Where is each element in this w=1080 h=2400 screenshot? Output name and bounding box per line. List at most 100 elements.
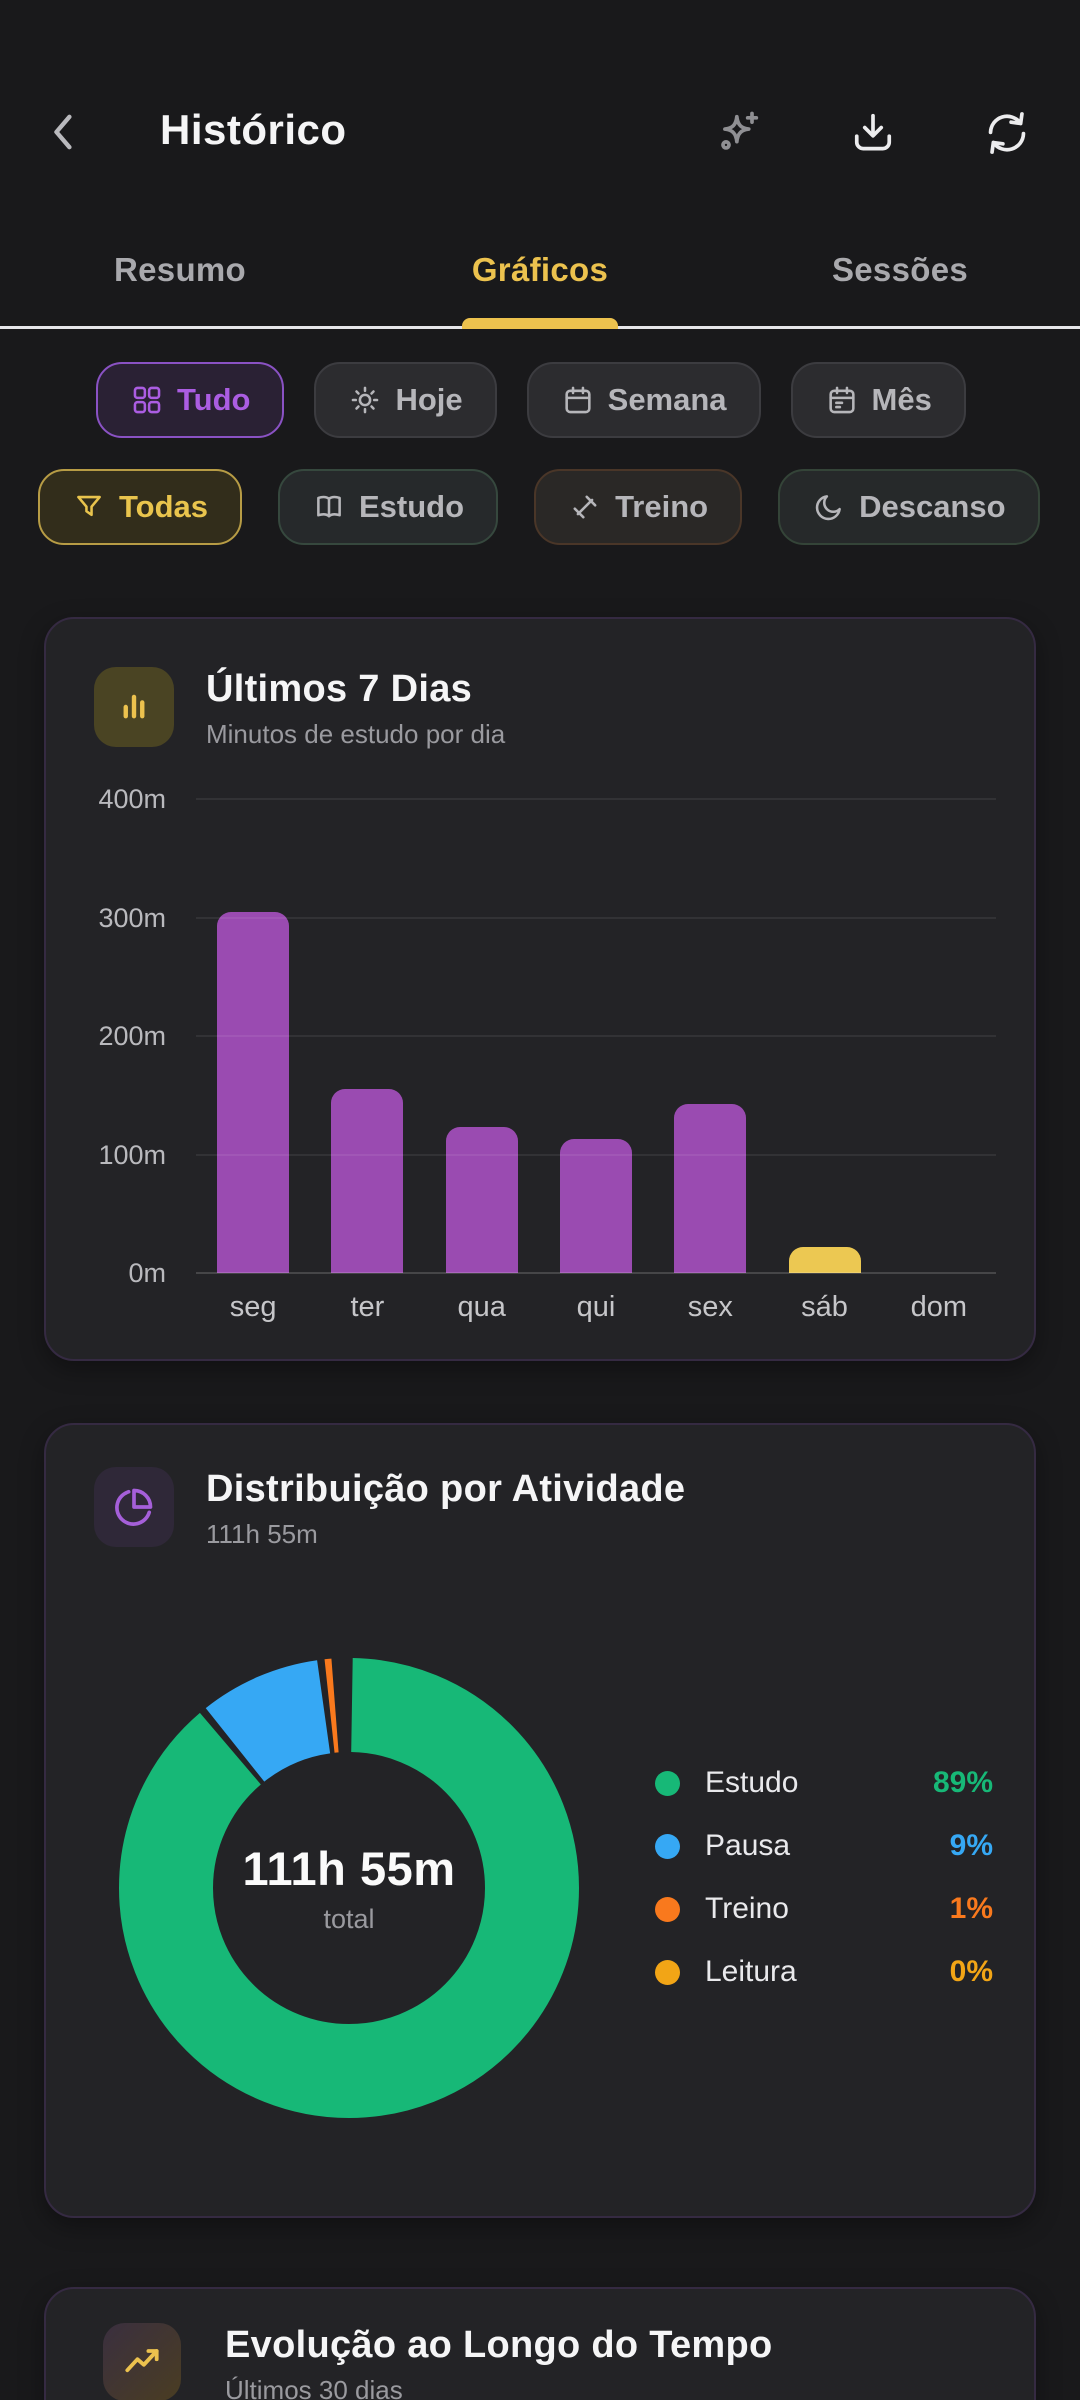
chip-hoje[interactable]: Hoje xyxy=(314,362,497,438)
x-tick-label: dom xyxy=(910,1291,968,1323)
bar-ter xyxy=(331,1089,404,1273)
chip-label: Mês xyxy=(871,382,932,417)
legend-row-estudo: Estudo 89% xyxy=(655,1761,993,1805)
x-tick-label: qua xyxy=(457,1291,506,1323)
legend-dot xyxy=(655,1896,680,1922)
legend-row-pausa: Pausa 9% xyxy=(655,1824,993,1868)
chip-treino[interactable]: Treino xyxy=(534,469,743,545)
bar-qui xyxy=(559,1139,632,1273)
tab-label: Gráficos xyxy=(471,251,609,288)
y-tick-label: 200m xyxy=(98,1021,166,1051)
refresh-button[interactable] xyxy=(976,102,1038,164)
donut-chart: 111h 55m total xyxy=(119,1658,579,2118)
book-icon xyxy=(317,495,341,518)
card-last-7-days: Últimos 7 Dias Minutos de estudo por dia… xyxy=(44,617,1036,1361)
y-tick-label: 300m xyxy=(98,902,166,933)
chip-estudo[interactable]: Estudo xyxy=(278,469,499,545)
bar-chart-icon xyxy=(94,667,174,747)
bar-slot-qui xyxy=(539,799,653,1273)
card-subtitle: Minutos de estudo por dia xyxy=(206,719,506,749)
chip-label: Hoje xyxy=(395,382,463,417)
gridline xyxy=(196,798,996,800)
download-icon xyxy=(854,113,892,151)
card-title: Evolução ao Longo do Tempo xyxy=(225,2324,773,2366)
legend-row-treino: Treino 1% xyxy=(655,1887,993,1931)
calendar-month-icon xyxy=(828,386,855,414)
y-tick-label: 100m xyxy=(98,1139,166,1170)
y-tick-label: 0m xyxy=(128,1258,166,1288)
back-button[interactable] xyxy=(34,102,94,162)
donut-slice-estudo xyxy=(119,1658,579,2118)
legend-label: Leitura xyxy=(705,1955,797,1988)
legend-label: Estudo xyxy=(705,1766,799,1799)
page-title: Histórico xyxy=(160,106,347,153)
chip-label: Treino xyxy=(615,489,709,524)
card-activity-distribution: Distribuição por Atividade 111h 55m 111h… xyxy=(44,1423,1036,2218)
filter-row-activities: Todas Estudo Treino Descanso xyxy=(38,469,1080,545)
grid-icon xyxy=(133,386,161,414)
y-tick-label: 400m xyxy=(98,784,166,814)
donut-total-value: 111h 55m xyxy=(242,1842,456,1895)
ai-sparkles-button[interactable] xyxy=(708,102,770,164)
legend-dot xyxy=(655,1770,680,1796)
filter-row-periods: Tudo Hoje Semana Mês xyxy=(96,362,1080,438)
bar-plot xyxy=(196,798,996,1274)
tab-sessões[interactable]: Sessões xyxy=(720,214,1080,326)
legend-value: 1% xyxy=(949,1892,993,1925)
donut-total-label: total xyxy=(323,1904,375,1934)
legend-label: Pausa xyxy=(705,1829,791,1862)
tab-resumo[interactable]: Resumo xyxy=(0,214,360,326)
legend-row-leitura: Leitura 0% xyxy=(655,1950,993,1994)
x-axis: seg ter qua qui sex sáb dom xyxy=(196,1291,996,1324)
chip-semana[interactable]: Semana xyxy=(526,362,761,438)
chip-label: Tudo xyxy=(177,382,251,417)
bar-slot-ter xyxy=(310,799,424,1273)
x-tick-label: sex xyxy=(687,1291,733,1323)
chevron-left-icon xyxy=(54,114,72,150)
bar-slot-qua xyxy=(425,799,539,1273)
card-subtitle: Últimos 30 dias xyxy=(225,2375,403,2400)
app-header: Histórico xyxy=(0,0,1080,214)
card-evolution: Evolução ao Longo do Tempo Últimos 30 di… xyxy=(44,2287,1036,2400)
bar-slot-sáb xyxy=(767,799,881,1273)
chip-label: Semana xyxy=(607,382,727,417)
chip-mês[interactable]: Mês xyxy=(790,362,966,438)
x-tick-label: ter xyxy=(350,1291,385,1323)
donut-center: 111h 55m total xyxy=(119,1658,579,2118)
funnel-icon xyxy=(77,495,101,517)
card-title: Últimos 7 Dias xyxy=(206,668,473,710)
gridline xyxy=(196,1035,996,1037)
card-title: Distribuição por Atividade xyxy=(206,1468,686,1510)
chip-descanso[interactable]: Descanso xyxy=(778,469,1040,545)
bar-sex xyxy=(674,1103,747,1273)
card-subtitle: 111h 55m xyxy=(206,1519,318,1549)
chip-label: Descanso xyxy=(859,489,1006,524)
download-button[interactable] xyxy=(842,102,904,164)
bar-sáb xyxy=(788,1246,861,1273)
trending-up-icon xyxy=(103,2323,181,2400)
gridline xyxy=(196,1272,996,1274)
legend-value: 89% xyxy=(932,1766,993,1799)
bar-qua xyxy=(445,1127,518,1273)
bar-slot-seg xyxy=(196,799,310,1273)
header-actions xyxy=(708,102,1038,164)
legend-dot xyxy=(655,1833,680,1859)
legend-value: 0% xyxy=(949,1955,993,1988)
calendar-icon xyxy=(565,386,591,414)
chip-label: Estudo xyxy=(359,489,465,524)
y-axis: 400m 300m 200m 100m 0m xyxy=(46,784,166,1288)
gridline xyxy=(196,1153,996,1156)
tab-gráficos[interactable]: Gráficos xyxy=(360,214,720,329)
bar-seg xyxy=(217,911,290,1273)
tab-label: Sessões xyxy=(831,251,969,288)
legend-value: 9% xyxy=(949,1829,993,1862)
chip-tudo[interactable]: Tudo xyxy=(96,362,285,438)
tab-bar: Resumo Gráficos Sessões xyxy=(0,214,1080,329)
donut-legend: Estudo 89% Pausa 9% Treino 1% Leitura 0% xyxy=(655,1761,993,1994)
legend-dot xyxy=(655,1959,680,1985)
active-tab-indicator xyxy=(462,318,618,329)
chip-todas[interactable]: Todas xyxy=(38,469,242,545)
legend-label: Treino xyxy=(705,1892,789,1925)
moon-icon xyxy=(815,495,841,521)
bar-slot-sex xyxy=(653,799,767,1273)
